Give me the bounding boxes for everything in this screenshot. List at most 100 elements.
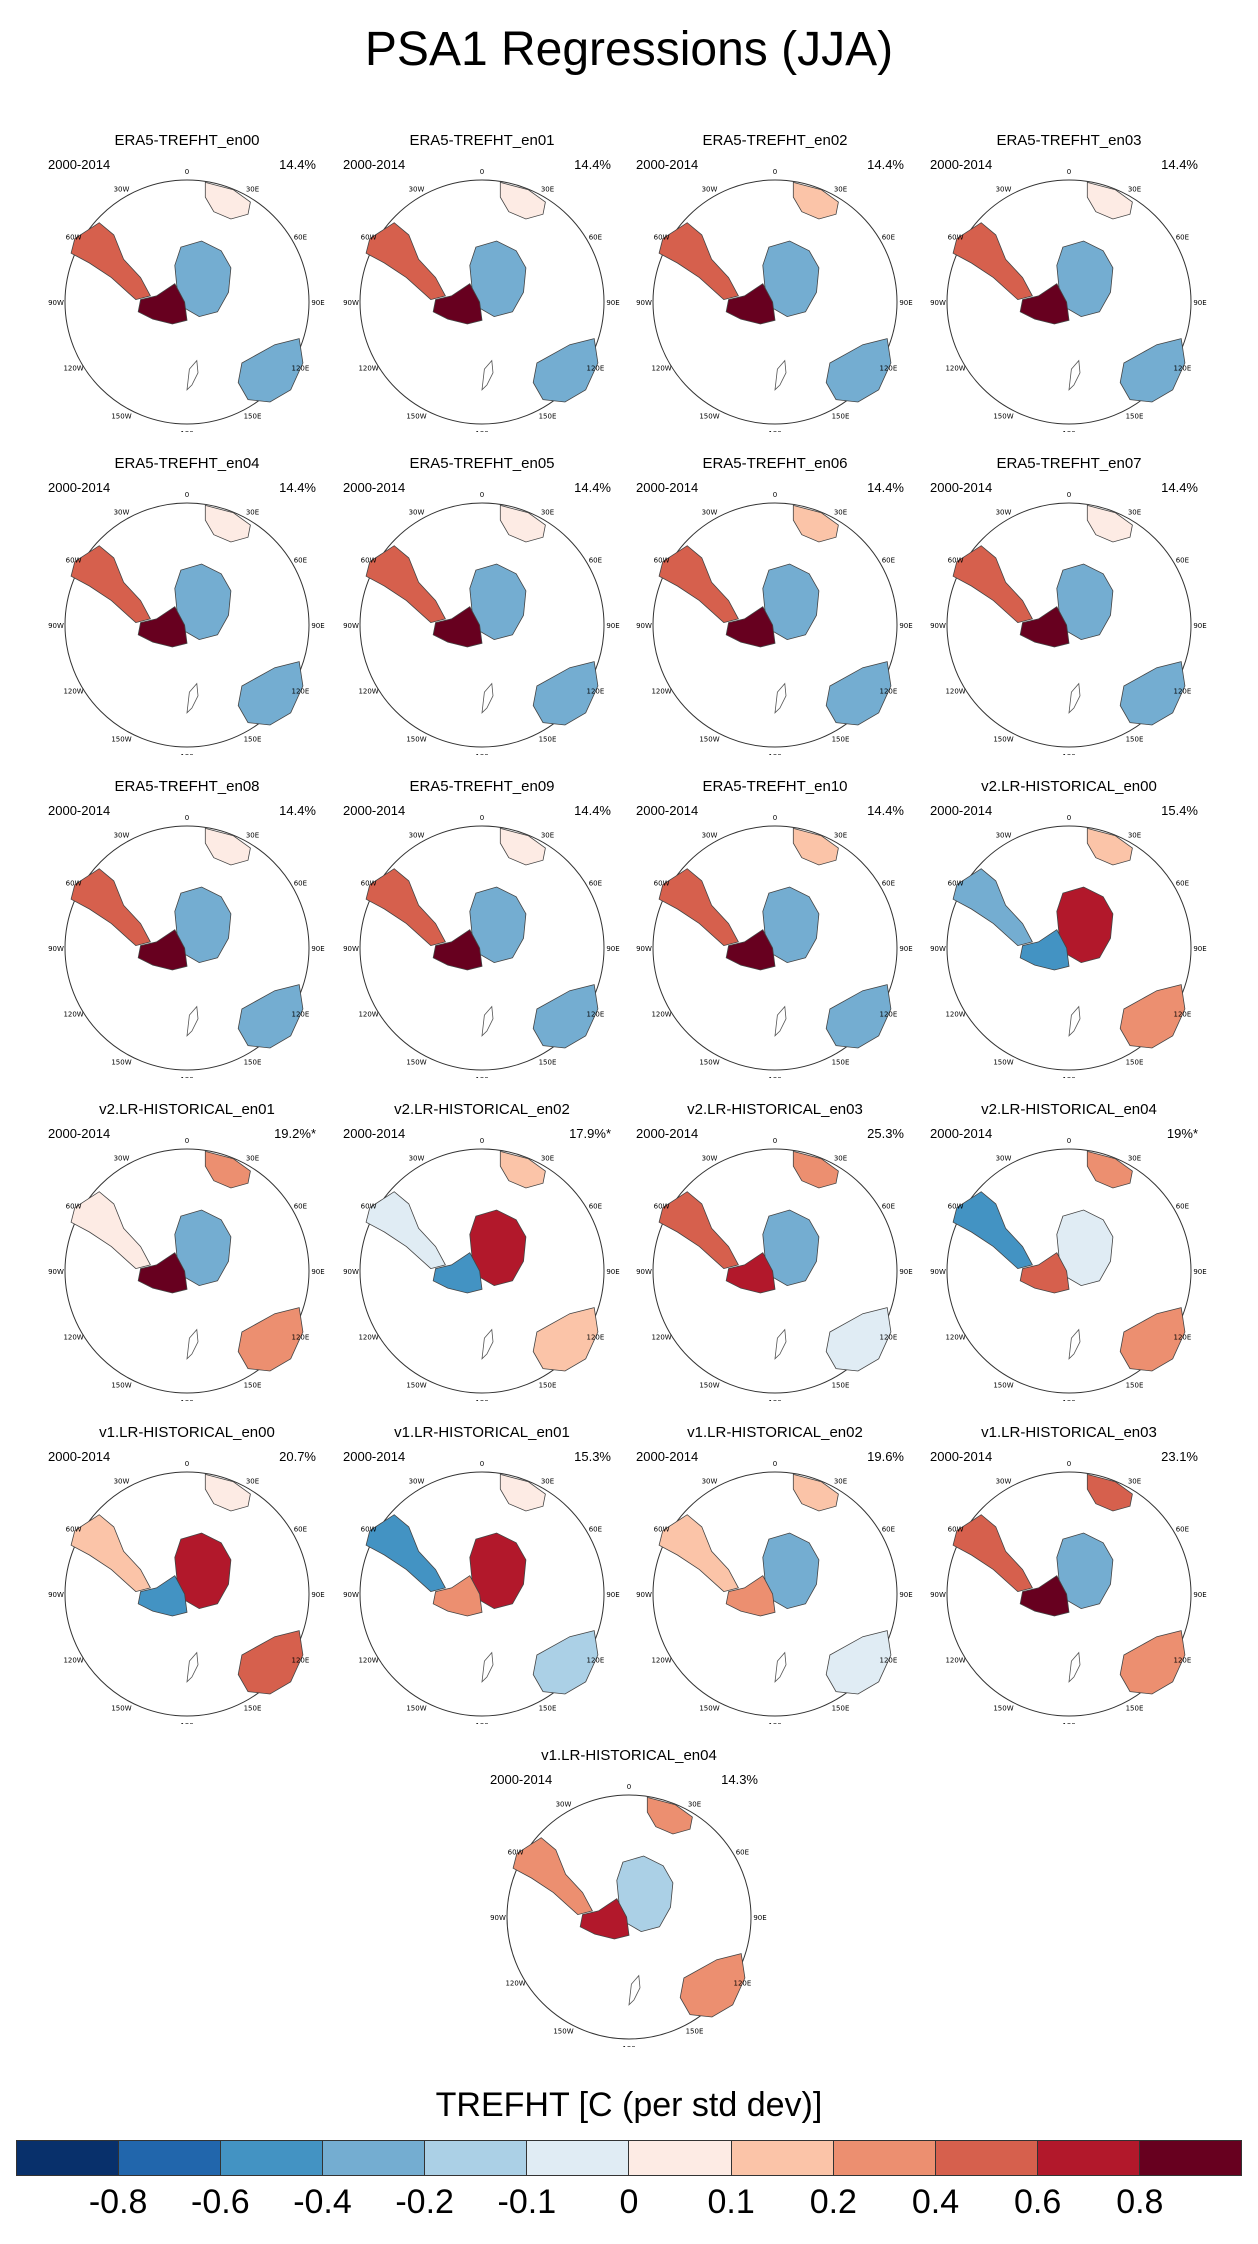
region-australia [825,1630,892,1695]
region-new-zealand [1068,1005,1081,1037]
map-panel: ERA5-TREFHT_en05 2000-2014 14.4% 0 30E 60E 90E… [335,455,629,755]
lon-label: 120E [880,1011,898,1019]
lon-label: 90E [606,1268,619,1276]
lon-label: 90W [48,299,64,307]
panel-variance-pct: 14.4% [867,157,904,172]
region-peninsula [70,1191,151,1270]
lon-label: 150W [406,1704,426,1712]
region-new-zealand [774,359,787,391]
region-westAnt [137,606,188,648]
region-westAnt [1019,1575,1070,1617]
lon-label: 150E [832,1704,850,1712]
region-peninsula [658,222,739,301]
region-eastAnt [469,1532,527,1610]
lon-label: 30W [996,1155,1012,1163]
lon-label: 30W [114,832,130,840]
lon-label: 30E [541,186,554,194]
lon-label: 120W [651,365,671,373]
region-westAnt [432,283,483,325]
panel-title: v1.LR-HISTORICAL_en01 [394,1424,570,1441]
region-westAnt [725,606,776,648]
lon-label: 90W [636,1268,652,1276]
lon-label: 120W [651,1011,671,1019]
lon-label: 60W [654,234,670,242]
lon-label: 0 [1067,814,1071,822]
region-eastAnt [174,563,232,641]
lon-label: 150E [244,1704,262,1712]
lon-label: 150E [539,1704,557,1712]
lon-label: 60W [654,1203,670,1211]
lon-label: 120E [292,1334,310,1342]
lon-label: 60E [1176,1203,1189,1211]
region-eastAnt [469,240,527,318]
lon-label: 150E [832,735,850,743]
lon-label: 90E [606,1591,619,1599]
lon-label: 90E [899,299,912,307]
region-peninsula [952,868,1033,947]
lon-label: 60E [589,234,602,242]
lon-label: 60W [66,1526,82,1534]
lon-label: 30W [114,1478,130,1486]
region-eastAnt [174,240,232,318]
lon-label: 150W [111,412,131,420]
region-new-zealand [1068,682,1081,714]
lon-label: 30E [541,1478,554,1486]
lon-label: 0 [773,168,777,176]
lon-label: 30E [246,1155,259,1163]
map-panel: v2.LR-HISTORICAL_en04 2000-2014 19%* 0 30E 60… [922,1101,1216,1401]
region-eastAnt [1056,1209,1114,1287]
lon-label: 150E [1126,1704,1144,1712]
map-panel: v1.LR-HISTORICAL_en03 2000-2014 23.1% 0 30E 6… [922,1424,1216,1724]
panel-title: ERA5-TREFHT_en01 [409,132,555,149]
panel-variance-pct: 14.4% [279,157,316,172]
lon-label: 120W [63,1657,83,1665]
panel-variance-pct: 20.7% [279,1449,316,1464]
lon-label: 30W [702,186,718,194]
region-eastAnt [762,886,820,964]
lon-label: 180 [180,1399,193,1401]
panel-variance-pct: 19.2%* [274,1126,316,1141]
panel-variance-pct: 14.4% [279,803,316,818]
region-eastAnt [762,1532,820,1610]
lon-label: 90E [899,945,912,953]
lon-label: 30W [409,186,425,194]
region-new-zealand [481,1005,494,1037]
polar-map: 0 30E 60E 90E 120E 150E 180 150W 120W 90W 60W 30W [490,1783,767,2047]
lon-label: 60E [736,1849,749,1857]
colorbar-tick-label: -0.8 [88,2183,148,2221]
map-panel: v2.LR-HISTORICAL_en02 2000-2014 17.9%* 0 30E… [335,1101,629,1401]
region-africa [499,827,546,866]
panel-variance-pct: 14.3% [721,1772,758,1787]
panel-period: 2000-2014 [636,157,699,172]
lon-label: 60E [882,557,895,565]
lon-label: 150E [686,2027,704,2035]
region-australia [237,661,304,726]
region-eastAnt [1056,240,1114,318]
lon-label: 180 [180,430,193,432]
lon-label: 30E [1128,509,1141,517]
region-eastAnt [469,563,527,641]
lon-label: 120E [880,688,898,696]
colorbar-tick-label: 0.8 [1116,2183,1164,2221]
region-westAnt [137,1575,188,1617]
lon-label: 150W [993,1058,1013,1066]
region-australia [532,984,599,1049]
region-new-zealand [1068,1328,1081,1360]
lon-label: 0 [627,1783,631,1791]
region-westAnt [725,1252,776,1294]
region-peninsula [365,222,446,301]
region-new-zealand [186,1005,199,1037]
lon-label: 150E [244,1058,262,1066]
polar-map: 0 30E 60E 90E 120E 150E 180 150W 120W 90W 60W 30W [48,1137,325,1401]
panel-variance-pct: 15.4% [1161,803,1198,818]
lon-label: 0 [773,1460,777,1468]
lon-label: 120W [945,1657,965,1665]
lon-label: 150W [406,735,426,743]
region-new-zealand [186,1651,199,1683]
lon-label: 90W [636,622,652,630]
region-new-zealand [774,1328,787,1360]
lon-label: 180 [1062,753,1075,755]
lon-label: 60W [66,1203,82,1211]
region-eastAnt [1056,1532,1114,1610]
lon-label: 150W [993,735,1013,743]
